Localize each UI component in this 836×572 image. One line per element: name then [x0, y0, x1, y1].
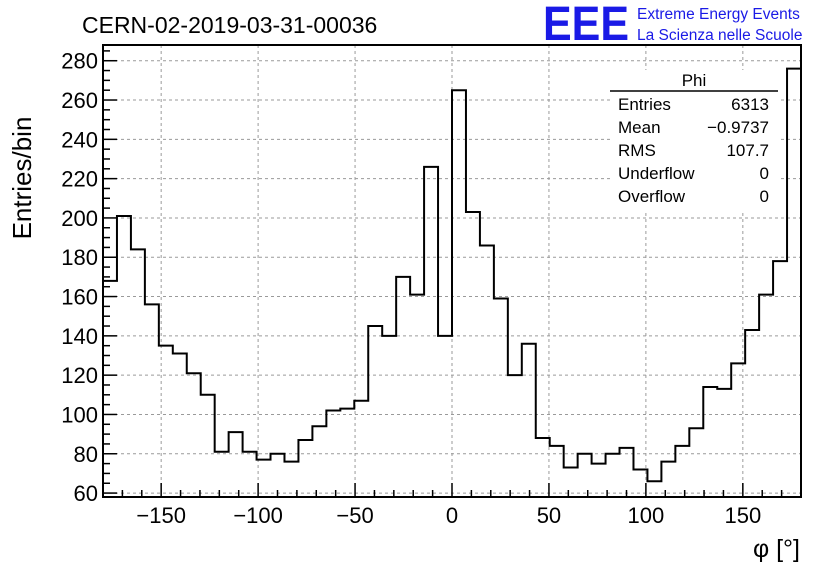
chart-title: CERN-02-2019-03-31-00036 [82, 12, 377, 38]
y-tick-label: 280 [61, 49, 98, 74]
y-tick-label: 80 [74, 442, 98, 467]
y-tick-label: 120 [61, 363, 98, 388]
x-tick-label: 100 [628, 503, 665, 528]
y-tick-label: 100 [61, 402, 98, 427]
logo-line-2: La Scienza nelle Scuole [637, 27, 802, 44]
stat-value-rms: 107.7 [726, 141, 769, 160]
stat-label-overflow: Overflow [618, 187, 686, 206]
x-tick-label: 150 [724, 503, 761, 528]
x-tick-label: −150 [136, 503, 186, 528]
histogram-outline [102, 67, 802, 497]
x-tick-label: −50 [336, 503, 373, 528]
eee-logo-mark: EEE [543, 0, 629, 51]
stat-label-mean: Mean [618, 118, 661, 137]
y-tick-label: 220 [61, 167, 98, 192]
y-tick-label: 200 [61, 206, 98, 231]
y-tick-label: 180 [61, 245, 98, 270]
x-tick-label: 50 [537, 503, 561, 528]
x-axis-label: φ [°] [753, 535, 800, 563]
stat-value-mean: −0.9737 [707, 118, 769, 137]
stat-value-underflow: 0 [760, 164, 769, 183]
stat-label-entries: Entries [618, 95, 671, 114]
stat-label-rms: RMS [618, 141, 656, 160]
axis-ticks: −150 −100 −50 0 50 100 150 60 80 100 120 140 160 180 2… [61, 49, 802, 528]
stat-label-underflow: Underflow [618, 164, 695, 183]
y-tick-label: 140 [61, 324, 98, 349]
stat-value-entries: 6313 [731, 95, 769, 114]
y-tick-label: 240 [61, 127, 98, 152]
y-tick-label: 260 [61, 88, 98, 113]
stats-box-title: Phi [682, 71, 707, 90]
stat-value-overflow: 0 [760, 187, 769, 206]
y-tick-label: 60 [74, 481, 98, 506]
stats-box-background [610, 70, 778, 210]
x-tick-label: 0 [446, 503, 458, 528]
stats-box: Phi Entries 6313 Mean −0.9737 RMS 107.7 … [610, 70, 778, 210]
y-tick-label: 160 [61, 285, 98, 310]
logo-line-1: Extreme Energy Events [637, 6, 800, 23]
x-tick-label: −100 [233, 503, 283, 528]
y-axis-label: Entries/bin [7, 117, 37, 240]
